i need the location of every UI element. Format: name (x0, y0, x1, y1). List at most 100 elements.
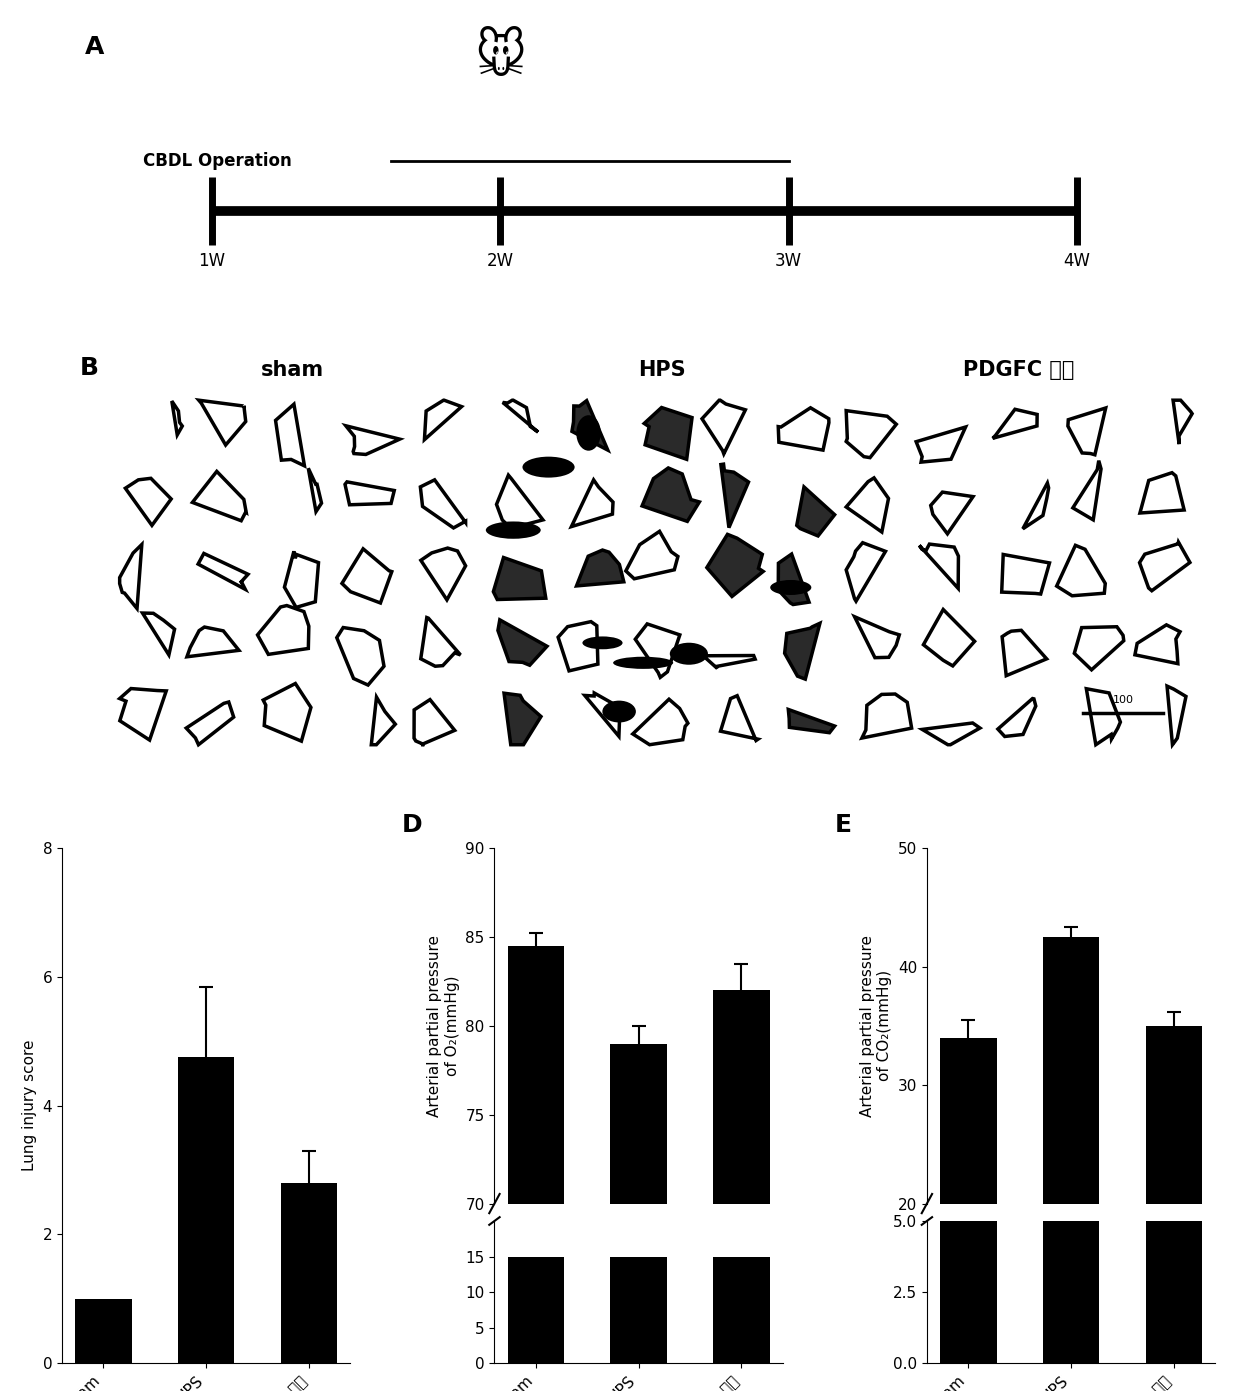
Polygon shape (1073, 460, 1101, 520)
Polygon shape (632, 700, 688, 744)
Polygon shape (789, 709, 835, 733)
Polygon shape (702, 401, 745, 453)
Polygon shape (707, 534, 763, 597)
Polygon shape (345, 481, 394, 505)
Polygon shape (846, 410, 897, 458)
Polygon shape (1167, 686, 1185, 744)
Bar (489, 401, 835, 744)
Bar (280, 1182, 337, 1363)
Ellipse shape (770, 580, 811, 595)
Y-axis label: Arterial partial pressure
of O₂(mmHg): Arterial partial pressure of O₂(mmHg) (428, 935, 460, 1117)
Text: sham: sham (262, 360, 324, 380)
Polygon shape (846, 542, 885, 601)
Polygon shape (642, 467, 699, 522)
Ellipse shape (486, 522, 541, 538)
Polygon shape (1002, 555, 1049, 594)
Polygon shape (916, 427, 966, 462)
Bar (846, 401, 1192, 744)
Polygon shape (258, 605, 309, 654)
Polygon shape (862, 694, 911, 739)
Polygon shape (496, 476, 543, 529)
Polygon shape (284, 551, 319, 608)
Polygon shape (414, 700, 455, 744)
Polygon shape (572, 480, 613, 527)
Text: E: E (835, 812, 852, 836)
Text: PDGFC 多抗: PDGFC 多抗 (963, 360, 1075, 380)
Bar (713, 1256, 770, 1363)
Polygon shape (342, 549, 392, 602)
Polygon shape (846, 479, 889, 531)
Text: 2W: 2W (486, 252, 513, 270)
Polygon shape (420, 548, 466, 600)
Polygon shape (502, 401, 538, 433)
Text: CBDL Operation: CBDL Operation (143, 152, 291, 170)
Polygon shape (931, 492, 973, 534)
Polygon shape (919, 544, 959, 588)
Text: D: D (402, 812, 423, 836)
Bar (177, 1057, 234, 1363)
Polygon shape (337, 627, 384, 684)
Polygon shape (1023, 483, 1049, 529)
Polygon shape (635, 625, 680, 677)
Ellipse shape (522, 456, 574, 477)
Polygon shape (275, 405, 305, 466)
Polygon shape (371, 697, 396, 744)
Text: A: A (86, 35, 104, 58)
Ellipse shape (670, 643, 708, 665)
Polygon shape (1140, 542, 1190, 591)
Polygon shape (503, 693, 541, 744)
Polygon shape (703, 655, 755, 669)
Bar (1043, 938, 1100, 1391)
Polygon shape (498, 620, 547, 665)
Polygon shape (993, 409, 1037, 438)
Text: 1W: 1W (198, 252, 226, 270)
Ellipse shape (613, 657, 673, 669)
Polygon shape (346, 426, 399, 455)
Polygon shape (1002, 630, 1047, 676)
Polygon shape (494, 558, 546, 600)
Polygon shape (186, 702, 233, 744)
Polygon shape (1068, 408, 1106, 455)
Polygon shape (785, 623, 820, 679)
Ellipse shape (603, 701, 636, 722)
Y-axis label: Lung injury score: Lung injury score (22, 1040, 37, 1171)
Text: HPS: HPS (637, 360, 686, 380)
Polygon shape (198, 401, 246, 445)
Polygon shape (1056, 545, 1105, 595)
Polygon shape (923, 723, 980, 744)
Bar (76, 1299, 131, 1363)
Text: 100: 100 (1112, 694, 1133, 705)
Ellipse shape (583, 637, 622, 650)
Bar (507, 1256, 564, 1363)
Text: 🐭: 🐭 (474, 32, 526, 82)
Polygon shape (1140, 473, 1184, 513)
Polygon shape (125, 479, 171, 526)
Polygon shape (263, 683, 311, 741)
Polygon shape (119, 689, 166, 740)
Polygon shape (1086, 689, 1121, 744)
Bar (713, 990, 770, 1391)
Polygon shape (1135, 625, 1180, 664)
Polygon shape (172, 401, 182, 435)
Polygon shape (854, 616, 899, 658)
Polygon shape (420, 618, 460, 666)
Bar (1146, 1221, 1202, 1363)
Text: 4W: 4W (1064, 252, 1090, 270)
Bar (1043, 1221, 1100, 1363)
Polygon shape (720, 465, 749, 527)
Polygon shape (1173, 401, 1192, 444)
Polygon shape (779, 408, 828, 451)
Bar (940, 1038, 997, 1391)
Bar (610, 1043, 667, 1391)
Polygon shape (119, 544, 141, 608)
Polygon shape (797, 487, 835, 536)
Y-axis label: Arterial partial pressure
of CO₂(mmHg): Arterial partial pressure of CO₂(mmHg) (859, 935, 893, 1117)
Polygon shape (143, 613, 175, 655)
Bar (507, 946, 564, 1391)
Polygon shape (720, 696, 758, 740)
Ellipse shape (577, 415, 601, 451)
Bar (940, 1221, 997, 1363)
Polygon shape (198, 554, 248, 590)
Polygon shape (779, 554, 808, 605)
Polygon shape (1074, 627, 1123, 670)
